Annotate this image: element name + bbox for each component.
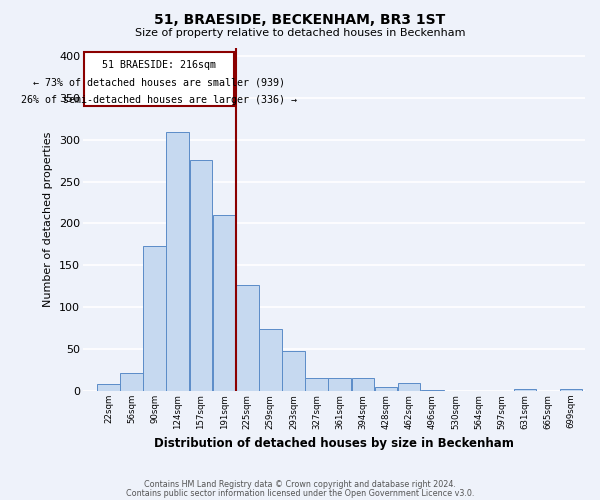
Bar: [421, 390, 443, 391]
Bar: [190, 160, 212, 391]
Bar: [166, 132, 189, 391]
Bar: [236, 286, 259, 391]
Bar: [143, 246, 166, 391]
Y-axis label: Number of detached properties: Number of detached properties: [43, 132, 53, 307]
X-axis label: Distribution of detached houses by size in Beckenham: Distribution of detached houses by size …: [154, 437, 514, 450]
Bar: [560, 388, 583, 391]
Bar: [282, 351, 305, 391]
Bar: [398, 384, 421, 391]
Text: 51 BRAESIDE: 216sqm: 51 BRAESIDE: 216sqm: [101, 60, 215, 70]
Bar: [120, 372, 143, 391]
Bar: [352, 378, 374, 391]
Text: Size of property relative to detached houses in Beckenham: Size of property relative to detached ho…: [135, 28, 465, 38]
FancyBboxPatch shape: [83, 52, 233, 106]
Bar: [305, 378, 328, 391]
Text: 26% of semi-detached houses are larger (336) →: 26% of semi-detached houses are larger (…: [20, 96, 296, 106]
Text: ← 73% of detached houses are smaller (939): ← 73% of detached houses are smaller (93…: [32, 78, 284, 88]
Bar: [374, 387, 397, 391]
Text: Contains public sector information licensed under the Open Government Licence v3: Contains public sector information licen…: [126, 488, 474, 498]
Text: 51, BRAESIDE, BECKENHAM, BR3 1ST: 51, BRAESIDE, BECKENHAM, BR3 1ST: [154, 12, 446, 26]
Text: Contains HM Land Registry data © Crown copyright and database right 2024.: Contains HM Land Registry data © Crown c…: [144, 480, 456, 489]
Bar: [328, 378, 351, 391]
Bar: [514, 388, 536, 391]
Bar: [259, 329, 281, 391]
Bar: [213, 215, 235, 391]
Bar: [97, 384, 120, 391]
